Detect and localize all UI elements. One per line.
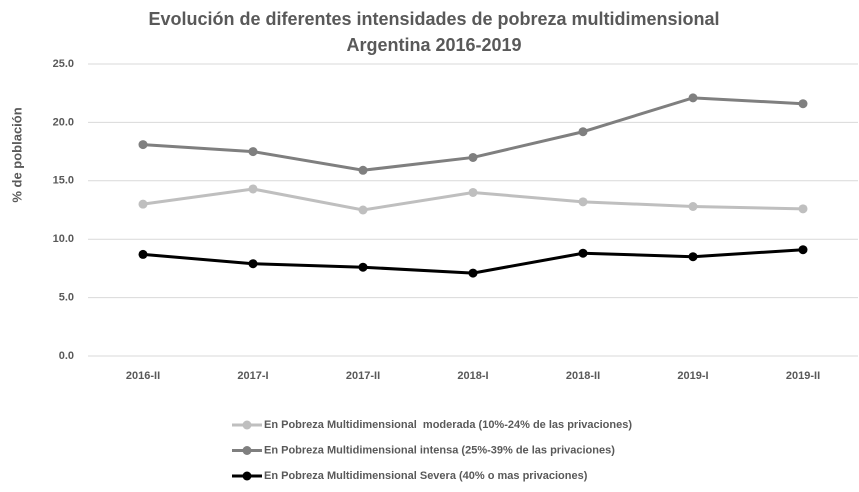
x-tick-label: 2017-II (346, 370, 380, 382)
series-point (358, 165, 368, 175)
legend-swatch (242, 420, 252, 430)
y-tick-label: 15.0 (53, 175, 74, 187)
series-point (358, 262, 368, 272)
y-tick-label: 10.0 (53, 233, 74, 245)
y-tick-label: 20.0 (53, 116, 74, 128)
series-point (138, 140, 148, 150)
series-point (798, 204, 808, 214)
y-tick-label: 0.0 (59, 350, 74, 362)
y-tick-label: 25.0 (53, 58, 74, 70)
series-point (578, 197, 588, 207)
chart-title: Argentina 2016-2019 (346, 35, 521, 55)
series-point (468, 152, 478, 162)
series-point (688, 201, 698, 211)
x-tick-label: 2016-II (126, 370, 160, 382)
y-tick-label: 5.0 (59, 292, 74, 304)
legend-swatch (242, 471, 252, 481)
series-point (138, 199, 148, 209)
series-point (248, 259, 258, 269)
x-tick-label: 2018-I (457, 370, 488, 382)
series-point (468, 187, 478, 197)
legend-label: En Pobreza Multidimensional intensa (25%… (264, 444, 615, 456)
legend-swatch (242, 446, 252, 455)
x-tick-label: 2018-II (566, 370, 600, 382)
series-point (468, 268, 478, 278)
series-point (688, 93, 698, 103)
series-point (248, 184, 258, 194)
series-point (688, 252, 698, 262)
legend-label: En Pobreza Multidimensional Severa (40% … (264, 470, 588, 482)
series-point (798, 245, 808, 255)
y-axis-label: % de población (9, 107, 24, 202)
series-point (798, 99, 808, 109)
legend-label: En Pobreza Multidimensional moderada (10… (264, 419, 632, 431)
series-point (358, 205, 368, 215)
series-point (248, 147, 258, 157)
x-tick-label: 2019-I (677, 370, 708, 382)
chart-title: Evolución de diferentes intensidades de … (148, 9, 719, 29)
series-point (578, 127, 588, 137)
x-tick-label: 2019-II (786, 370, 820, 382)
series-point (578, 248, 588, 258)
series-point (138, 249, 148, 259)
x-tick-label: 2017-I (237, 370, 268, 382)
